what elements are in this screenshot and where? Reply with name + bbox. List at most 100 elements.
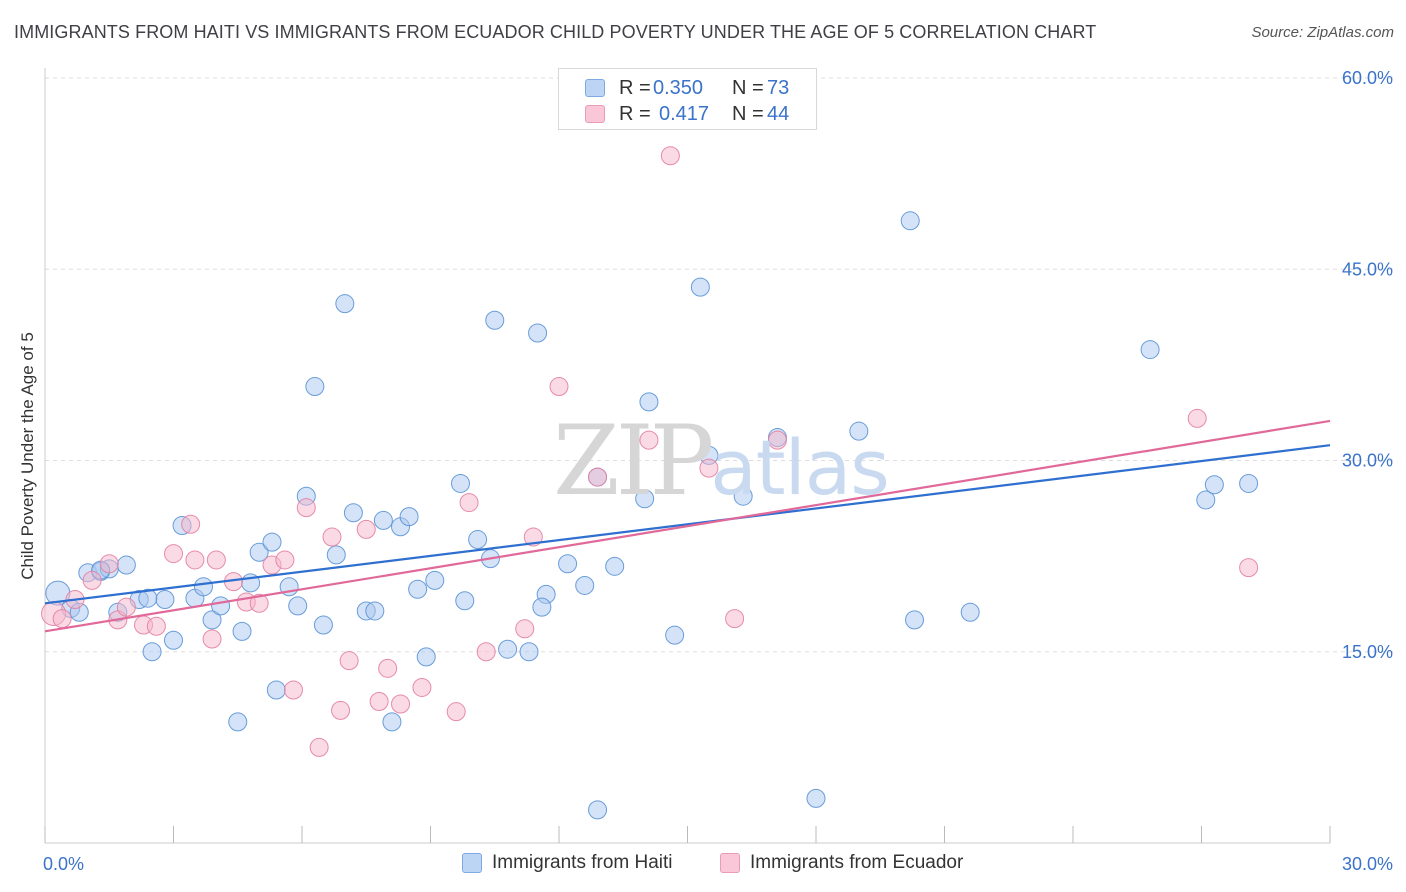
data-point [326,545,346,565]
data-point [185,550,205,570]
data-point [960,602,980,622]
n-label: N = [732,77,764,99]
r-label: R = [619,103,651,125]
n-value: 44 [767,103,790,125]
data-point [425,570,445,590]
data-point [468,530,488,550]
data-point [455,591,475,611]
r-label: R = [619,77,651,99]
data-point [523,527,543,547]
ecuador-trend-line [44,419,1331,633]
data-point [382,712,402,732]
data-point [266,680,286,700]
data-point [549,377,569,397]
n-value: 73 [767,77,790,99]
data-point [558,554,578,574]
data-point [373,510,393,530]
ecuador-points [41,146,1259,757]
data-point [416,647,436,667]
haiti-swatch [585,79,605,97]
data-point [660,146,680,166]
data-point [767,430,787,450]
data-point [322,527,342,547]
data-point [605,556,625,576]
data-point [476,642,496,662]
data-point [146,616,166,636]
data-point [459,493,479,513]
data-point [232,621,252,641]
data-point [391,694,411,714]
data-point [343,503,363,523]
data-point [1196,490,1216,510]
data-point [725,609,745,629]
data-point [365,601,385,621]
data-point [1187,408,1207,428]
data-point [1239,473,1259,493]
data-point [52,609,72,629]
data-point [1140,340,1160,360]
data-point [339,651,359,671]
trend-lines [44,419,1331,633]
data-point [296,498,316,518]
data-point [99,554,119,574]
haiti-trend-line [44,444,1331,605]
data-point [733,486,753,506]
data-point [369,691,389,711]
data-point [335,294,355,314]
data-point [900,211,920,231]
data-point [905,610,925,630]
data-point [181,514,201,534]
data-point [116,597,136,617]
r-value: 0.350 [653,77,704,99]
data-point [116,555,136,575]
legend-label: Immigrants from Haiti [492,852,673,873]
data-point [588,800,608,820]
data-point [275,550,295,570]
data-point [528,323,548,343]
data-point [193,577,213,597]
correlation-legend: R = 0.350 N = 73 R = 0.417 N = 44 [558,68,817,130]
data-point [412,677,432,697]
data-point [288,596,308,616]
data-point [331,700,351,720]
data-point [356,519,376,539]
data-point [849,421,869,441]
data-point [262,532,282,552]
watermark-zip: ZIP [553,405,714,517]
data-point [639,430,659,450]
data-point [1204,475,1224,495]
data-point [515,619,535,639]
data-point [450,473,470,493]
data-point [164,544,183,564]
x-tick-label: 30.0% [1342,854,1393,874]
data-point [82,570,102,590]
y-tick-label: 30.0% [1342,451,1393,471]
data-point [138,588,158,608]
r-value: 0.417 [659,103,710,125]
data-point [399,507,419,527]
n-label: N = [732,103,764,125]
data-point [699,458,719,478]
data-point [202,629,222,649]
data-point [155,589,175,609]
data-point [575,575,595,595]
data-point [211,596,231,616]
data-point [485,310,505,330]
data-point [249,542,269,562]
data-point [690,277,710,297]
data-point [498,639,518,659]
grid-lines [45,77,1395,653]
y-tick-label: 15.0% [1342,642,1393,662]
data-point [305,377,325,397]
watermark-atlas: atlas [710,423,890,512]
data-point [1239,558,1259,578]
data-point [446,702,466,722]
data-point [639,392,659,412]
ecuador-legend-swatch [720,853,740,873]
data-point [142,642,162,662]
axes [44,68,1331,844]
y-axis-label: Child Poverty Under the Age of 5 [18,332,37,580]
data-point [283,680,303,700]
chart-source: Source: ZipAtlas.com [1251,24,1394,41]
data-point [202,610,222,630]
